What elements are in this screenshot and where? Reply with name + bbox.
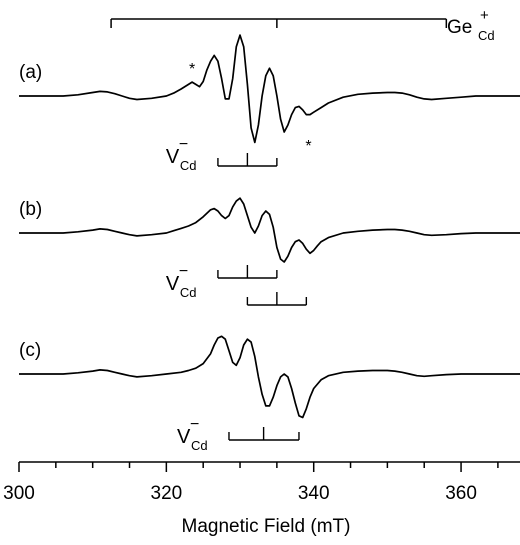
vcd-label: V <box>177 426 191 448</box>
panel-1: (a) * * V− Cd <box>19 34 520 173</box>
spectra-panels: (a) **V−Cd(b)V−Cd(c)V−Cd <box>19 34 520 453</box>
ge-cd-subscript: Cd <box>478 28 495 43</box>
x-tick-label: 340 <box>298 483 330 504</box>
vcd-subscript: Cd <box>180 285 197 300</box>
x-tick-label: 300 <box>3 483 35 504</box>
x-axis-label: Magnetic Field (mT) <box>182 516 351 537</box>
panel-label: (c) <box>19 340 41 361</box>
ge-cd-marker: Ge + Cd <box>110 7 495 43</box>
vcd-label: V <box>166 146 180 168</box>
panel-3: (c) V− Cd <box>19 335 520 453</box>
x-tick-label: 320 <box>151 483 183 504</box>
vcd-superscript: − <box>179 263 188 280</box>
vcd-superscript: − <box>179 136 188 153</box>
ge-cd-label: Ge <box>447 17 472 38</box>
spectrum-line <box>19 335 520 419</box>
asterisk-mark: * <box>189 61 195 78</box>
vcd-subscript: Cd <box>191 438 208 453</box>
ge-cd-superscript: + <box>480 7 489 24</box>
ge-label-base: Ge <box>447 17 472 38</box>
panel-2: (b) V− Cd <box>19 197 520 306</box>
vcd-subscript: Cd <box>180 158 197 173</box>
spectrum-line <box>19 34 520 144</box>
vcd-superscript: − <box>190 416 199 433</box>
panel-label: (a) <box>19 62 42 83</box>
spectrum-line <box>19 197 520 263</box>
vcd-label: V <box>166 273 180 295</box>
asterisk-mark: * <box>305 138 311 155</box>
x-tick-label: 360 <box>445 483 477 504</box>
x-axis: Magnetic Field (mT) 300 320 340 360 <box>3 461 520 537</box>
panel-label: (b) <box>19 199 42 220</box>
